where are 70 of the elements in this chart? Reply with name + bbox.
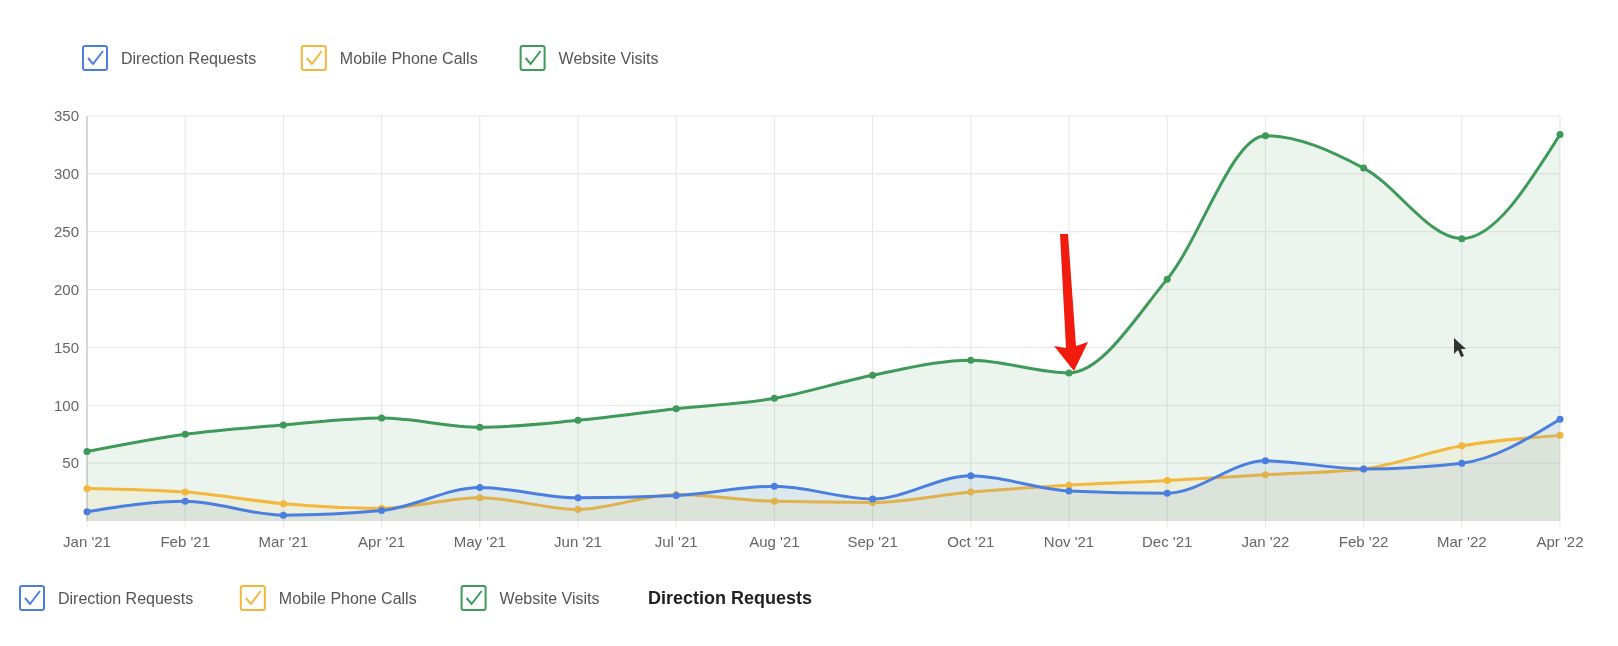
x-tick-label: Jan '21 xyxy=(63,533,111,550)
legend-label: Mobile Phone Calls xyxy=(339,50,478,67)
point xyxy=(967,472,975,480)
point xyxy=(967,488,975,496)
y-tick-label: 350 xyxy=(53,107,79,125)
point xyxy=(1065,487,1073,495)
text: Direction Requests xyxy=(648,588,813,608)
point xyxy=(574,494,582,502)
point xyxy=(181,497,189,505)
point xyxy=(476,483,484,491)
point xyxy=(181,488,189,496)
text: Mobile Phone Calls xyxy=(278,590,417,607)
point xyxy=(770,394,778,402)
x-tick-label: Dec '21 xyxy=(1142,533,1193,550)
point xyxy=(1261,457,1269,465)
point xyxy=(1556,131,1564,139)
y-tick-label: 100 xyxy=(53,396,79,414)
point xyxy=(1458,459,1466,467)
point xyxy=(770,482,778,490)
x-tick-label: Jun '21 xyxy=(554,533,602,550)
point xyxy=(1556,431,1564,439)
x-tick-label: Jul '21 xyxy=(654,533,698,550)
y-tick-label: 250 xyxy=(53,222,79,240)
point xyxy=(378,414,386,422)
y-tick-label: 50 xyxy=(62,454,79,472)
x-tick-label: Apr '22 xyxy=(1536,533,1584,550)
point xyxy=(869,495,877,503)
point xyxy=(83,485,91,493)
point xyxy=(1261,132,1269,140)
x-tick-label: Mar '21 xyxy=(258,533,309,550)
point xyxy=(574,505,582,513)
point xyxy=(83,508,91,516)
point xyxy=(279,500,287,508)
point xyxy=(1458,235,1466,243)
y-tick-label: 200 xyxy=(53,280,79,298)
x-tick-label: Oct '21 xyxy=(947,533,995,550)
x-tick-label: Jan '22 xyxy=(1241,533,1290,550)
x-tick-label: May '21 xyxy=(453,533,506,550)
x-tick-label: Feb '22 xyxy=(1338,533,1389,550)
point xyxy=(967,356,975,364)
point xyxy=(1556,415,1564,423)
x-tick-label: Aug '21 xyxy=(749,533,800,550)
legend-label: Website Visits xyxy=(558,50,659,67)
y-tick-label: 150 xyxy=(53,338,79,356)
point xyxy=(83,448,91,456)
point xyxy=(476,423,484,431)
x-tick-label: Nov '21 xyxy=(1043,533,1095,550)
point xyxy=(1360,164,1368,172)
point xyxy=(279,511,287,519)
point xyxy=(1163,489,1171,497)
point xyxy=(1458,442,1466,450)
point xyxy=(574,416,582,424)
text: Website Visits xyxy=(499,590,600,607)
x-tick-label: Sep '21 xyxy=(847,533,898,550)
point xyxy=(1163,275,1171,283)
legend-label: Direction Requests xyxy=(121,50,257,67)
y-tick-label: 300 xyxy=(53,165,79,183)
x-tick-label: Feb '21 xyxy=(160,533,210,550)
point xyxy=(279,421,287,429)
point xyxy=(476,494,484,502)
x-tick-label: Apr '21 xyxy=(358,533,406,550)
x-tick-label: Mar '22 xyxy=(1437,533,1487,550)
text: Direction Requests xyxy=(58,590,194,607)
point xyxy=(1065,369,1073,377)
point xyxy=(770,497,778,505)
point xyxy=(1163,477,1171,484)
point xyxy=(672,405,680,413)
point xyxy=(1261,471,1269,479)
point xyxy=(181,430,189,438)
point xyxy=(869,371,877,379)
